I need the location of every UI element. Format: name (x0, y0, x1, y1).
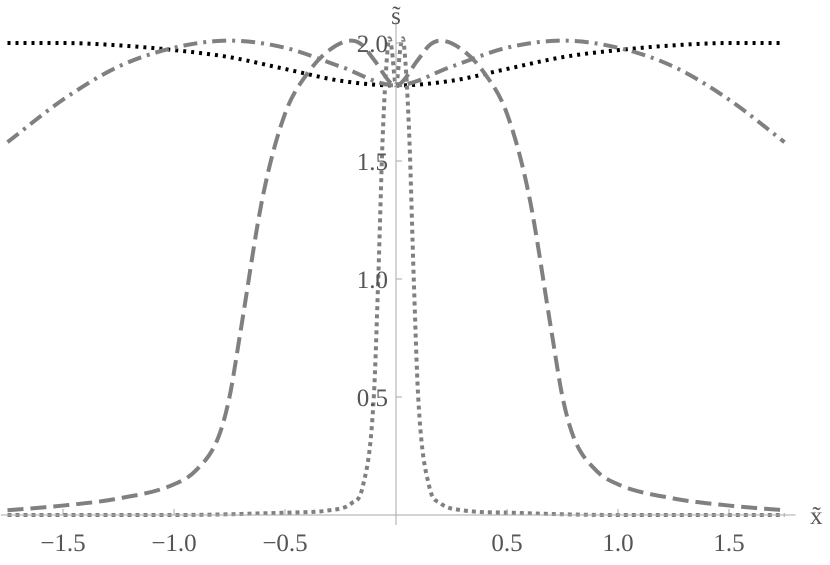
x-axis-title: x̃ (810, 503, 823, 530)
x-tick-label: −1.5 (40, 530, 85, 557)
x-tick-label: −0.5 (262, 530, 307, 557)
x-tick-label: −1.0 (151, 530, 196, 557)
axes-layer (0, 21, 796, 525)
series-line-dotted-black (7, 41, 785, 88)
series-line-dash-dot (6, 38, 786, 144)
y-axis-title: s̃ (391, 3, 401, 30)
y-tick-label: 1.5 (357, 149, 388, 176)
x-tick-label: 1.0 (602, 530, 633, 557)
ticks-layer: −1.5 −1.0 −0.5 0.5 1.0 1.5 0.5 1.0 1.5 2.0 (40, 31, 744, 557)
series-line-dashed (7, 38, 785, 513)
y-tick-label: 1.0 (357, 267, 388, 294)
y-tick-label: 0.5 (357, 385, 388, 412)
y-tick-label: 2.0 (357, 31, 388, 58)
x-tick-label: 0.5 (491, 530, 522, 557)
x-tick-label: 1.5 (713, 530, 744, 557)
